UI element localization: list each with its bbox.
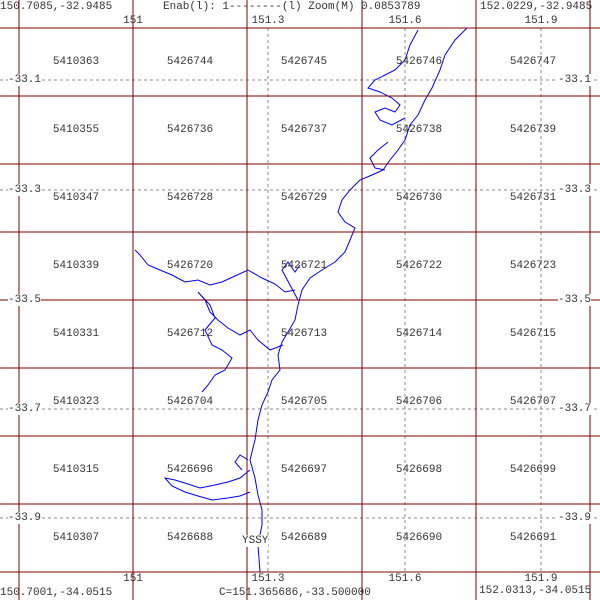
cell-id-label: 5426739 [509, 124, 557, 136]
cell-id-label: 5410347 [52, 192, 100, 204]
cell-id-label: 5410307 [52, 532, 100, 544]
port-jackson [197, 291, 284, 393]
cell-id-label: 5426697 [280, 464, 328, 476]
cell-id-label: 5426704 [166, 396, 214, 408]
pittwater [281, 261, 301, 301]
cell-id-label: 5426698 [395, 464, 443, 476]
lon-tick-bottom: 151.3 [251, 573, 285, 585]
cell-id-label: 5426744 [166, 56, 214, 68]
georges-river [163, 469, 251, 501]
cell-id-label: 5426707 [509, 396, 557, 408]
cell-id-label: 5426706 [395, 396, 443, 408]
cell-id-label: 5426731 [509, 192, 557, 204]
cooks-river [234, 454, 249, 471]
coastline-main [249, 27, 468, 573]
lon-tick-top: 151.9 [524, 15, 558, 27]
top-right-coord: 152.0229,-32.9485 [480, 1, 593, 13]
cell-id-label: 5426712 [166, 328, 214, 340]
lat-tick-right: -33.3 [558, 184, 592, 196]
lon-tick-bottom: 151 [123, 573, 143, 585]
cell-id-label: 5426747 [509, 56, 557, 68]
cell-id-label: 5410363 [52, 56, 100, 68]
cell-id-label: 5426729 [280, 192, 328, 204]
lat-tick-left: -33.5 [8, 294, 42, 306]
cell-id-label: 5410331 [52, 328, 100, 340]
cell-id-label: 5426720 [166, 260, 214, 272]
lat-tick-left: -33.7 [8, 403, 42, 415]
cell-id-label: 5426699 [509, 464, 557, 476]
lat-tick-right: -33.5 [558, 294, 592, 306]
cell-id-label: 5426745 [280, 56, 328, 68]
bottom-left-coord: 150.7001,-34.0515 [0, 587, 113, 599]
cell-id-label: 5426737 [280, 124, 328, 136]
center-coord: C=151.365686,-33.500000 [219, 587, 371, 599]
cell-id-label: 5426730 [395, 192, 443, 204]
lat-tick-left: -33.1 [8, 74, 42, 86]
lat-tick-left: -33.3 [8, 184, 42, 196]
cell-id-label: 5426736 [166, 124, 214, 136]
status-text: Enab(l): 1--------(l) Zoom(M) 0.0853789 [163, 1, 421, 13]
lon-tick-top: 151 [123, 15, 143, 27]
cell-id-label: 5426723 [509, 260, 557, 272]
lon-tick-bottom: 151.6 [388, 573, 422, 585]
cell-id-label: 5410315 [52, 464, 100, 476]
lat-tick-right: -33.9 [558, 512, 592, 524]
lon-tick-top: 151.6 [388, 15, 422, 27]
cell-id-label: 5426738 [395, 124, 443, 136]
top-left-coord: 150.7085,-32.9485 [0, 1, 113, 13]
lat-tick-right: -33.1 [558, 74, 592, 86]
cell-id-label: 5426721 [280, 260, 328, 272]
cell-id-label: 5426728 [166, 192, 214, 204]
lon-tick-bottom: 151.9 [524, 573, 558, 585]
cell-id-label: 5426746 [395, 56, 443, 68]
cell-id-label: 5426696 [166, 464, 214, 476]
cell-id-label: 5426713 [280, 328, 328, 340]
lat-tick-left: -33.9 [8, 512, 42, 524]
lat-tick-right: -33.7 [558, 403, 592, 415]
cell-id-label: 5426714 [395, 328, 443, 340]
cell-id-label: 5426705 [280, 396, 328, 408]
bottom-right-coord: 152.0313,-34.0515 [479, 585, 592, 597]
cell-id-label: 5410323 [52, 396, 100, 408]
cell-id-label: 5410339 [52, 260, 100, 272]
cell-id-label: 5426722 [395, 260, 443, 272]
cell-id-label: 5426690 [395, 532, 443, 544]
hawkesbury-estuary [134, 249, 296, 293]
cell-id-label: 5426688 [166, 532, 214, 544]
lon-tick-top: 151.3 [251, 15, 285, 27]
central-coast-lakes [369, 141, 389, 171]
cell-id-label: 5426715 [509, 328, 557, 340]
cell-id-label: 5426689 [280, 532, 328, 544]
upper-north [367, 29, 419, 126]
cell-id-label: 5426691 [509, 532, 557, 544]
airport-label: YSSY [242, 535, 269, 547]
cell-id-label: 5410355 [52, 124, 100, 136]
